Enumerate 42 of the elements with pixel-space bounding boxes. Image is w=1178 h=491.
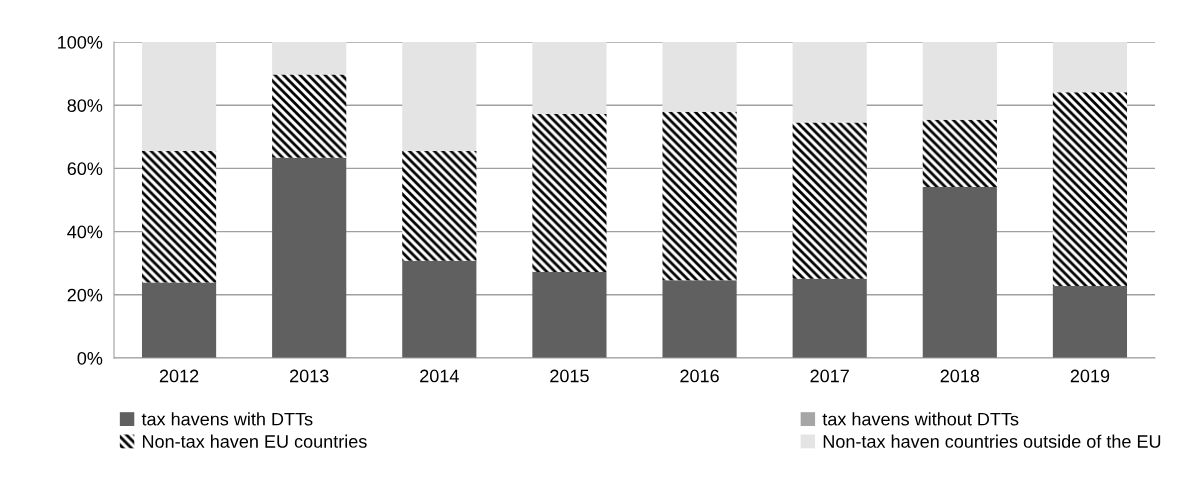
legend-label: Non-tax haven EU countries xyxy=(142,434,367,448)
x-tick-label: 2017 xyxy=(810,369,849,383)
x-tick-label: 2018 xyxy=(940,369,980,383)
bar xyxy=(272,157,347,358)
bar xyxy=(922,42,997,120)
bar xyxy=(792,42,867,123)
y-tick-label: 0% xyxy=(77,351,103,365)
bar xyxy=(141,151,217,283)
bar xyxy=(272,42,347,75)
bar xyxy=(792,278,867,358)
legend-label: tax havens without DTTs xyxy=(822,412,1019,426)
bar xyxy=(532,272,607,358)
bar xyxy=(532,114,607,273)
bar xyxy=(141,42,217,152)
bar xyxy=(402,151,477,261)
bar xyxy=(922,187,997,358)
x-tick-label: 2014 xyxy=(420,369,459,383)
x-tick-label: 2019 xyxy=(1070,369,1110,383)
y-tick-label: 20% xyxy=(67,288,103,302)
bar xyxy=(922,119,997,188)
x-tick-label: 2016 xyxy=(680,369,719,383)
bar xyxy=(272,74,347,158)
x-tick-label: 2012 xyxy=(159,369,199,383)
y-tick-label: 40% xyxy=(67,225,103,239)
bar xyxy=(1052,285,1128,358)
legend-label: tax havens with DTTs xyxy=(141,412,313,426)
bar xyxy=(141,282,217,358)
x-tick-label: 2013 xyxy=(290,369,329,383)
bar xyxy=(662,111,737,281)
x-tick-label: 2015 xyxy=(550,369,589,383)
bar xyxy=(1052,42,1128,93)
y-tick-label: 100% xyxy=(58,35,103,49)
bar xyxy=(532,42,607,115)
y-tick-label: 60% xyxy=(67,162,103,176)
bar xyxy=(402,260,477,358)
bar xyxy=(792,122,867,279)
bar xyxy=(662,42,737,112)
bar xyxy=(662,280,737,358)
bar xyxy=(1052,92,1128,286)
y-tick-label: 80% xyxy=(67,99,103,112)
bar xyxy=(402,42,477,152)
legend-label: Non-tax haven countries outside of the EU xyxy=(823,434,1161,448)
